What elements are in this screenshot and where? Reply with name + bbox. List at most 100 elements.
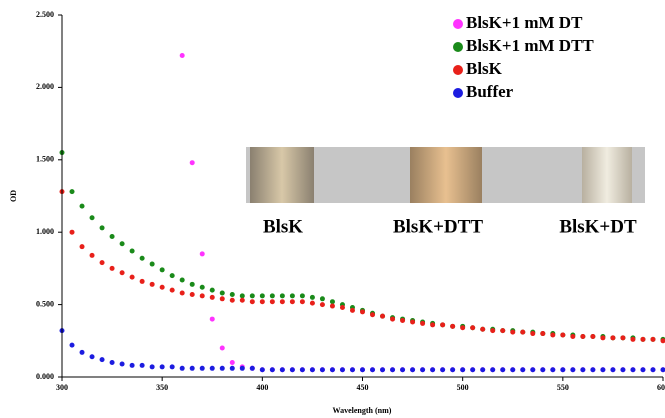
- data-point: [249, 365, 255, 371]
- data-point: [510, 329, 516, 335]
- data-point: [139, 362, 145, 368]
- data-point: [159, 284, 165, 290]
- data-point: [510, 367, 516, 373]
- data-point: [309, 367, 315, 373]
- legend-marker: [453, 42, 463, 52]
- data-point: [289, 367, 295, 373]
- data-point: [490, 367, 496, 373]
- data-point: [239, 293, 245, 299]
- data-point: [259, 293, 265, 299]
- data-point: [570, 367, 576, 373]
- data-point: [249, 293, 255, 299]
- data-point: [199, 251, 205, 257]
- data-point: [600, 335, 606, 341]
- legend-label: BlsK+1 mM DT: [466, 13, 583, 32]
- inset-photo: [246, 147, 645, 203]
- data-point: [289, 299, 295, 305]
- data-point: [199, 365, 205, 371]
- data-point: [660, 367, 665, 373]
- data-point: [600, 367, 606, 373]
- x-tick-label: 600: [657, 383, 665, 392]
- data-point: [400, 367, 406, 373]
- legend-marker: [453, 65, 463, 75]
- data-point: [129, 248, 135, 254]
- data-point: [640, 336, 646, 342]
- data-point: [420, 367, 426, 373]
- data-point: [420, 320, 426, 326]
- data-point: [530, 367, 536, 373]
- data-point: [69, 229, 75, 235]
- data-point: [560, 332, 566, 338]
- annotation: BlsK+DTT: [393, 216, 483, 237]
- data-point: [119, 270, 125, 276]
- data-point: [109, 360, 115, 366]
- data-point: [610, 367, 616, 373]
- data-point: [129, 362, 135, 368]
- data-point: [370, 367, 376, 373]
- data-point: [179, 365, 185, 371]
- data-point: [179, 290, 185, 296]
- data-point: [620, 367, 626, 373]
- data-point: [370, 312, 376, 318]
- data-point: [219, 345, 225, 351]
- data-point: [630, 367, 636, 373]
- data-point: [650, 367, 656, 373]
- legend-marker: [453, 19, 463, 29]
- data-point: [199, 284, 205, 290]
- data-point: [540, 331, 546, 337]
- y-tick-label: 0.000: [36, 372, 54, 381]
- annotation: BlsK: [263, 216, 303, 237]
- data-point: [329, 303, 335, 309]
- legend-label: BlsK: [466, 59, 503, 78]
- data-point: [209, 294, 215, 300]
- data-point: [650, 336, 656, 342]
- data-point: [460, 325, 466, 331]
- data-point: [269, 293, 275, 299]
- data-point: [520, 329, 526, 335]
- data-point: [89, 354, 95, 360]
- data-point: [490, 328, 496, 334]
- data-point: [119, 361, 125, 367]
- data-point: [550, 332, 556, 338]
- data-point: [590, 333, 596, 339]
- data-point: [99, 225, 105, 231]
- data-point: [520, 367, 526, 373]
- data-point: [630, 336, 636, 342]
- y-tick-label: 0.500: [36, 299, 54, 308]
- y-tick-label: 1.000: [36, 227, 54, 236]
- data-point: [309, 300, 315, 306]
- data-point: [219, 290, 225, 296]
- data-point: [329, 299, 335, 305]
- data-point: [319, 367, 325, 373]
- data-point: [79, 203, 85, 209]
- x-tick-label: 500: [457, 383, 469, 392]
- data-point: [189, 281, 195, 287]
- legend-marker: [453, 88, 463, 98]
- data-point: [259, 367, 265, 373]
- legend-label: BlsK+1 mM DTT: [466, 36, 594, 55]
- data-point: [430, 322, 436, 328]
- data-point: [229, 297, 235, 303]
- data-point: [149, 261, 155, 267]
- data-point: [279, 367, 285, 373]
- data-point: [279, 293, 285, 299]
- data-point: [139, 255, 145, 261]
- data-point: [189, 365, 195, 371]
- data-point: [580, 333, 586, 339]
- data-point: [109, 265, 115, 271]
- data-point: [179, 53, 185, 59]
- data-point: [209, 287, 215, 293]
- data-point: [269, 367, 275, 373]
- data-point: [269, 299, 275, 305]
- data-point: [79, 349, 85, 355]
- data-point: [610, 335, 616, 341]
- data-point: [229, 365, 235, 371]
- data-point: [159, 267, 165, 273]
- data-point: [440, 322, 446, 328]
- annotation: BlsK+DT: [559, 216, 637, 237]
- data-point: [470, 367, 476, 373]
- data-point: [480, 326, 486, 332]
- data-point: [360, 367, 365, 373]
- x-tick-label: 300: [56, 383, 68, 392]
